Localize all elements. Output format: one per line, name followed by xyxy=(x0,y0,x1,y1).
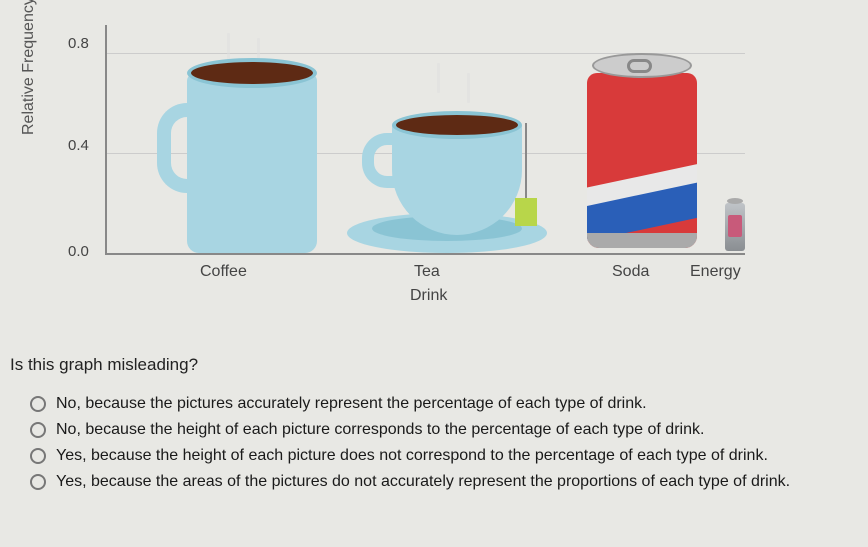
cup-liquid xyxy=(392,111,522,139)
soda-picture xyxy=(587,53,697,253)
y-axis-label: Relative Frequency xyxy=(20,0,38,135)
can-bottom xyxy=(587,233,697,248)
energy-body xyxy=(725,203,745,251)
question-prompt: Is this graph misleading? xyxy=(10,355,198,375)
option-text: No, because the height of each picture c… xyxy=(56,421,704,439)
option-text: No, because the pictures accurately repr… xyxy=(56,395,647,413)
mug-body xyxy=(187,73,317,253)
tea-tag xyxy=(515,198,537,226)
y-tick-2: 0.0 xyxy=(68,243,89,260)
x-label-coffee: Coffee xyxy=(200,263,247,281)
option-a[interactable]: No, because the pictures accurately repr… xyxy=(30,395,790,413)
x-label-tea: Tea xyxy=(414,263,440,281)
option-text: Yes, because the height of each picture … xyxy=(56,447,768,465)
radio-icon[interactable] xyxy=(30,396,46,412)
coffee-picture xyxy=(157,53,317,253)
x-axis-label: Drink xyxy=(410,287,447,305)
tea-string xyxy=(525,123,527,203)
option-b[interactable]: No, because the height of each picture c… xyxy=(30,421,790,439)
energy-label xyxy=(728,215,742,237)
mug-liquid xyxy=(187,58,317,88)
x-label-soda: Soda xyxy=(612,263,649,281)
tea-picture xyxy=(347,83,547,253)
energy-picture xyxy=(725,198,747,253)
steam-icon xyxy=(437,63,440,93)
steam-icon xyxy=(467,73,470,103)
option-c[interactable]: Yes, because the height of each picture … xyxy=(30,447,790,465)
radio-icon[interactable] xyxy=(30,422,46,438)
option-text: Yes, because the areas of the pictures d… xyxy=(56,473,790,491)
plot-area xyxy=(105,25,745,255)
pictograph-chart: Relative Frequency 0.8 0.4 0.0 xyxy=(30,15,770,305)
can-tab xyxy=(627,59,652,73)
y-tick-1: 0.4 xyxy=(68,137,89,154)
x-label-energy: Energy xyxy=(690,263,741,281)
answer-options: No, because the pictures accurately repr… xyxy=(30,395,790,499)
radio-icon[interactable] xyxy=(30,448,46,464)
energy-top xyxy=(727,198,743,204)
y-tick-0: 0.8 xyxy=(68,35,89,52)
can-body xyxy=(587,73,697,248)
option-d[interactable]: Yes, because the areas of the pictures d… xyxy=(30,473,790,491)
radio-icon[interactable] xyxy=(30,474,46,490)
